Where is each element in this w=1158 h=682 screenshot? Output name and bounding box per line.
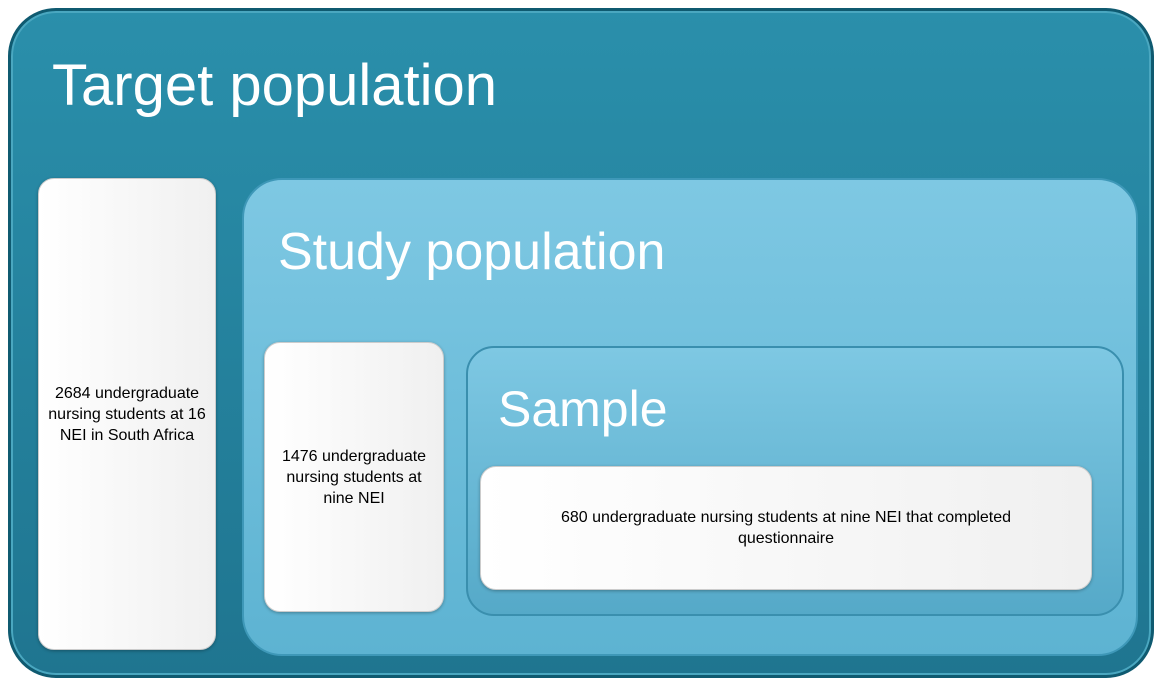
title: Target population xyxy=(52,53,497,118)
description: 1476 undergraduate nursing students at n… xyxy=(264,342,444,612)
title: Study population xyxy=(278,223,666,281)
description: 680 undergraduate nursing students at ni… xyxy=(480,466,1092,590)
title: Sample xyxy=(498,381,668,437)
description: 2684 undergraduate nursing students at 1… xyxy=(38,178,216,650)
